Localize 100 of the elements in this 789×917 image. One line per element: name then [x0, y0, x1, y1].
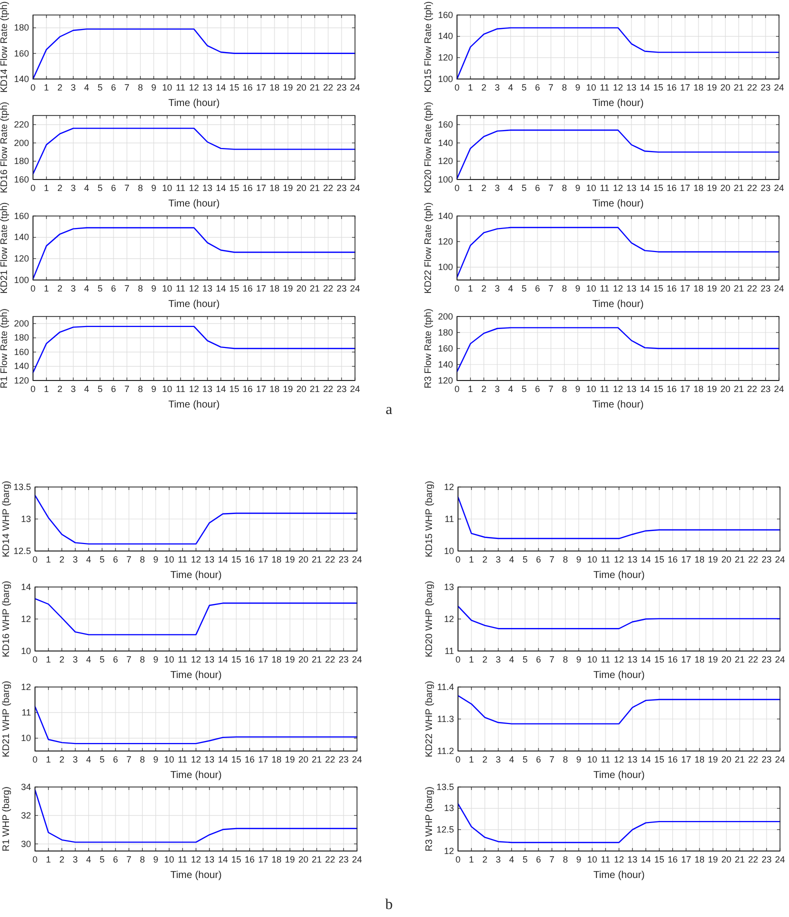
x-tick-label: 17 [681, 854, 692, 864]
x-tick-label: 17 [258, 754, 268, 764]
x-tick-label: 1 [468, 384, 473, 394]
x-tick-label: 18 [694, 854, 705, 864]
y-tick-label: 12 [20, 614, 31, 624]
x-tick-label: 7 [126, 754, 132, 764]
x-tick-label: 5 [100, 854, 105, 864]
x-tick-label: 18 [271, 754, 282, 764]
y-tick-label: 180 [14, 22, 29, 33]
x-tick-label: 14 [640, 754, 651, 764]
x-tick-label: 23 [338, 754, 349, 764]
x-tick-label: 1 [46, 654, 51, 664]
x-tick-label: 10 [162, 82, 172, 92]
x-tick-label: 10 [164, 754, 174, 764]
y-tick-label: 140 [14, 74, 29, 84]
x-tick-label: 3 [496, 854, 501, 864]
x-tick-label: 15 [229, 82, 240, 92]
x-tick-label: 2 [482, 554, 488, 564]
x-tick-label: 15 [229, 283, 240, 294]
x-tick-label: 16 [244, 654, 255, 664]
x-tick-label: 14 [218, 854, 228, 864]
line-series [32, 128, 356, 175]
x-tick-label: 9 [153, 754, 158, 764]
x-axis-title: Time (hour) [168, 98, 220, 109]
x-tick-label: 23 [338, 654, 349, 664]
x-tick-label: 3 [494, 182, 500, 193]
y-tick-label: 11 [444, 646, 454, 656]
x-tick-label: 0 [32, 854, 38, 864]
x-tick-label: 18 [694, 554, 705, 564]
y-tick-label: 180 [14, 332, 29, 343]
x-tick-label: 6 [536, 854, 542, 864]
line-series [34, 598, 358, 636]
x-tick-label: 22 [325, 554, 336, 564]
y-axis-title: R3 Flow Rate (tph) [423, 308, 434, 388]
x-tick-label: 1 [44, 182, 49, 193]
y-tick-label: 180 [438, 327, 453, 338]
x-tick-label: 18 [271, 854, 282, 864]
x-tick-label: 2 [57, 82, 62, 92]
x-tick-label: 8 [562, 754, 568, 764]
x-tick-label: 24 [350, 283, 360, 294]
x-tick-label: 22 [325, 754, 336, 764]
x-tick-label: 3 [70, 384, 76, 394]
x-tick-label: 7 [126, 554, 132, 564]
x-tick-label: 6 [536, 654, 542, 664]
x-tick-label: 18 [694, 654, 705, 664]
x-tick-label: 14 [216, 82, 226, 92]
x-tick-label: 19 [282, 283, 293, 294]
y-tick-label: 160 [14, 210, 29, 221]
y-tick-label: 160 [14, 346, 29, 357]
y-axis-title: KD20 WHP (barg) [424, 580, 435, 658]
line-series [32, 326, 356, 374]
x-tick-label: 3 [496, 554, 501, 564]
x-axis-title: Time (hour) [593, 870, 645, 881]
x-tick-label: 19 [708, 854, 718, 864]
x-tick-label: 20 [298, 754, 308, 764]
x-tick-label: 9 [151, 283, 156, 294]
y-axis-title: KD20 Flow Rate (tph) [423, 102, 434, 194]
x-tick-label: 13 [627, 754, 638, 764]
x-tick-label: 0 [455, 554, 461, 564]
x-tick-label: 13 [204, 854, 214, 864]
x-tick-label: 8 [562, 654, 568, 664]
x-tick-label: 8 [562, 384, 567, 394]
x-tick-label: 4 [86, 654, 92, 664]
y-tick-label: 200 [14, 138, 29, 148]
x-tick-label: 8 [140, 654, 145, 664]
x-axis-title: Time (hour) [593, 770, 645, 781]
x-tick-label: 22 [323, 384, 334, 394]
y-axis-title: KD21 Flow Rate (tph) [0, 202, 10, 294]
y-tick-label: 200 [14, 318, 29, 328]
y-tick-label: 140 [438, 138, 453, 148]
x-tick-label: 6 [534, 82, 540, 92]
x-tick-label: 7 [548, 384, 554, 394]
x-tick-label: 3 [72, 754, 78, 764]
x-tick-label: 11 [600, 754, 610, 764]
x-tick-label: 21 [310, 182, 320, 193]
x-tick-label: 22 [748, 854, 758, 864]
x-tick-label: 8 [140, 554, 145, 564]
y-tick-label: 11.2 [437, 746, 454, 756]
x-tick-label: 12 [190, 554, 202, 564]
x-tick-label: 5 [522, 182, 527, 193]
x-tick-label: 2 [57, 283, 62, 294]
x-tick-label: 8 [138, 283, 143, 294]
x-tick-label: 15 [231, 554, 242, 564]
x-tick-label: 0 [32, 654, 38, 664]
x-tick-label: 22 [748, 754, 758, 764]
x-tick-label: 0 [30, 384, 36, 394]
x-tick-label: 6 [112, 754, 118, 764]
x-tick-label: 24 [774, 82, 784, 92]
x-tick-label: 17 [258, 654, 268, 664]
x-tick-label: 15 [229, 384, 240, 394]
x-tick-label: 8 [562, 182, 567, 193]
x-tick-label: 15 [231, 654, 242, 664]
x-tick-label: 20 [721, 554, 732, 564]
x-tick-label: 24 [352, 654, 362, 664]
x-tick-label: 8 [140, 854, 145, 864]
x-tick-label: 12 [188, 384, 200, 394]
x-tick-label: 11 [176, 182, 186, 193]
x-tick-label: 4 [84, 182, 90, 193]
x-axis-title: Time (hour) [170, 570, 222, 581]
x-tick-label: 5 [522, 854, 528, 864]
